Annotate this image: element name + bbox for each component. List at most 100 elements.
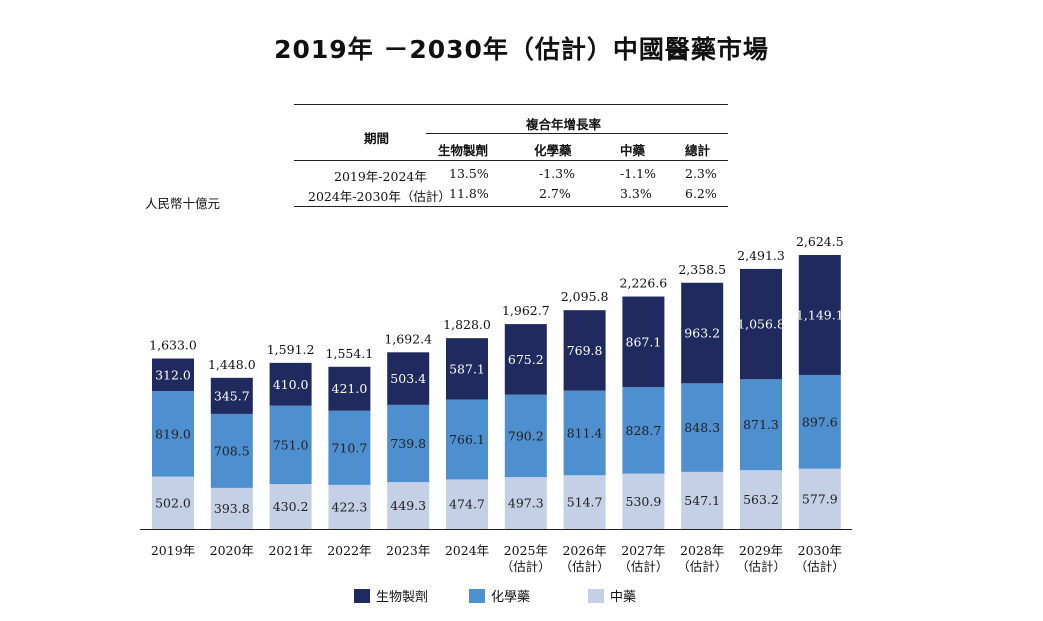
total-label: 2,358.5 xyxy=(678,262,726,277)
table-col-tcm: 中藥 xyxy=(620,143,646,158)
data-label-chem: 710.7 xyxy=(332,440,368,455)
bar-segment-bio xyxy=(504,324,547,395)
bar-segment-tcm xyxy=(269,484,312,529)
x-tick-label: （估計） xyxy=(618,559,668,574)
data-label-tcm: 577.9 xyxy=(802,491,838,506)
total-label: 2,095.8 xyxy=(561,289,609,304)
data-label-chem: 848.3 xyxy=(684,420,720,435)
data-label-bio: 345.7 xyxy=(214,388,250,403)
legend-label-tcm: 中藥 xyxy=(610,590,637,605)
table-cell: -1.1% xyxy=(620,166,656,181)
table-cell: 2.3% xyxy=(685,166,717,181)
total-label: 1,591.2 xyxy=(267,342,315,357)
data-label-tcm: 530.9 xyxy=(626,494,662,509)
table-rule-mid xyxy=(294,160,728,161)
bar-segment-chem xyxy=(387,404,430,483)
data-label-tcm: 547.1 xyxy=(684,493,720,508)
data-label-tcm: 497.3 xyxy=(508,496,544,511)
bar-segment-tcm xyxy=(446,479,488,529)
x-tick-label: （估計） xyxy=(736,559,786,574)
x-tick-label: 2029年 xyxy=(739,543,783,558)
bar-segment-tcm xyxy=(798,468,841,529)
chart-title: 2019年 －2030年（估計）中國醫藥市場 xyxy=(274,35,769,64)
legend-item-chem: 化學藥 xyxy=(469,586,530,605)
bar-segment-bio xyxy=(446,338,488,400)
total-label: 1,692.4 xyxy=(384,331,432,346)
data-label-bio: 1,056.8 xyxy=(737,317,785,332)
table-row-period: 2024年-2030年（估計） xyxy=(308,189,451,204)
total-label: 1,448.0 xyxy=(208,357,256,372)
x-tick-label: 2026年 xyxy=(562,543,606,558)
bar-segment-bio xyxy=(622,296,665,388)
data-label-bio: 867.1 xyxy=(626,334,662,349)
x-tick-label: 2030年 xyxy=(798,543,842,558)
total-label: 2,624.5 xyxy=(796,234,844,249)
table-col-total: 總計 xyxy=(685,143,711,158)
bar-segment-tcm xyxy=(681,471,724,529)
bar-segment-bio xyxy=(328,366,371,411)
x-tick-label: （估計） xyxy=(501,559,551,574)
bar-segment-bio xyxy=(269,362,312,406)
data-label-tcm: 474.7 xyxy=(449,497,485,512)
bar-segment-bio xyxy=(387,352,430,405)
bar-segment-chem xyxy=(269,405,312,485)
data-label-tcm: 449.3 xyxy=(390,498,426,513)
data-label-bio: 675.2 xyxy=(508,352,544,367)
legend-swatch-chem xyxy=(469,588,485,603)
table-col-chem: 化學藥 xyxy=(534,143,572,158)
x-tick-label: （估計） xyxy=(560,559,610,574)
x-tick-label: 2024年 xyxy=(445,543,489,558)
data-label-chem: 819.0 xyxy=(155,426,191,441)
table-cell: 11.8% xyxy=(449,186,489,201)
bar-segment-bio xyxy=(152,358,194,392)
bar-segment-tcm xyxy=(328,484,371,529)
x-tick-label: 2027年 xyxy=(621,543,665,558)
table-col-bio: 生物製劑 xyxy=(438,143,489,158)
legend-swatch-tcm xyxy=(588,588,604,603)
bar-segment-chem xyxy=(210,413,253,488)
data-label-bio: 503.4 xyxy=(390,371,426,386)
total-label: 1,633.0 xyxy=(149,338,197,353)
table-header-group: 複合年增長率 xyxy=(526,117,602,132)
data-label-chem: 811.4 xyxy=(567,425,603,440)
bar-segment-tcm xyxy=(504,477,547,529)
bar-segment-chem xyxy=(328,410,371,485)
bar-segment-tcm xyxy=(740,470,782,529)
bar-segment-bio xyxy=(798,254,841,375)
data-label-chem: 739.8 xyxy=(390,436,426,451)
x-tick-label: 2025年 xyxy=(504,543,548,558)
bar-segment-tcm xyxy=(387,482,430,529)
x-tick-label: （估計） xyxy=(795,559,845,574)
table-row-period: 2019年-2024年 xyxy=(334,169,427,184)
bar-segment-chem xyxy=(740,379,782,471)
data-label-tcm: 563.2 xyxy=(743,492,779,507)
data-label-bio: 587.1 xyxy=(449,361,485,376)
legend-label-bio: 生物製劑 xyxy=(376,590,429,605)
total-label: 1,828.0 xyxy=(443,317,491,332)
bar-segment-chem xyxy=(152,391,194,477)
data-label-tcm: 422.3 xyxy=(332,499,368,514)
data-label-bio: 410.0 xyxy=(273,377,309,392)
bar-segment-chem xyxy=(622,387,665,474)
table-cell: 3.3% xyxy=(620,186,652,201)
table-cell: 13.5% xyxy=(449,166,489,181)
total-label: 1,554.1 xyxy=(326,346,374,361)
bar-segment-chem xyxy=(681,383,724,472)
bar-segment-chem xyxy=(504,394,547,478)
data-label-chem: 828.7 xyxy=(626,423,662,438)
x-tick-label: 2021年 xyxy=(268,543,312,558)
bar-segment-tcm xyxy=(210,487,253,529)
data-label-bio: 312.0 xyxy=(155,367,191,382)
table-cell: 6.2% xyxy=(685,186,717,201)
data-label-chem: 871.3 xyxy=(743,417,779,432)
bar-segment-bio xyxy=(563,310,606,391)
data-label-bio: 769.8 xyxy=(567,343,603,358)
y-axis-unit-label: 人民幣十億元 xyxy=(145,196,221,211)
bar-segment-bio xyxy=(740,268,782,380)
x-tick-label: （估計） xyxy=(677,559,727,574)
data-label-bio: 1,149.1 xyxy=(796,307,844,322)
x-tick-label: 2028年 xyxy=(680,543,724,558)
data-label-chem: 708.5 xyxy=(214,443,250,458)
legend-item-tcm: 中藥 xyxy=(588,586,636,605)
